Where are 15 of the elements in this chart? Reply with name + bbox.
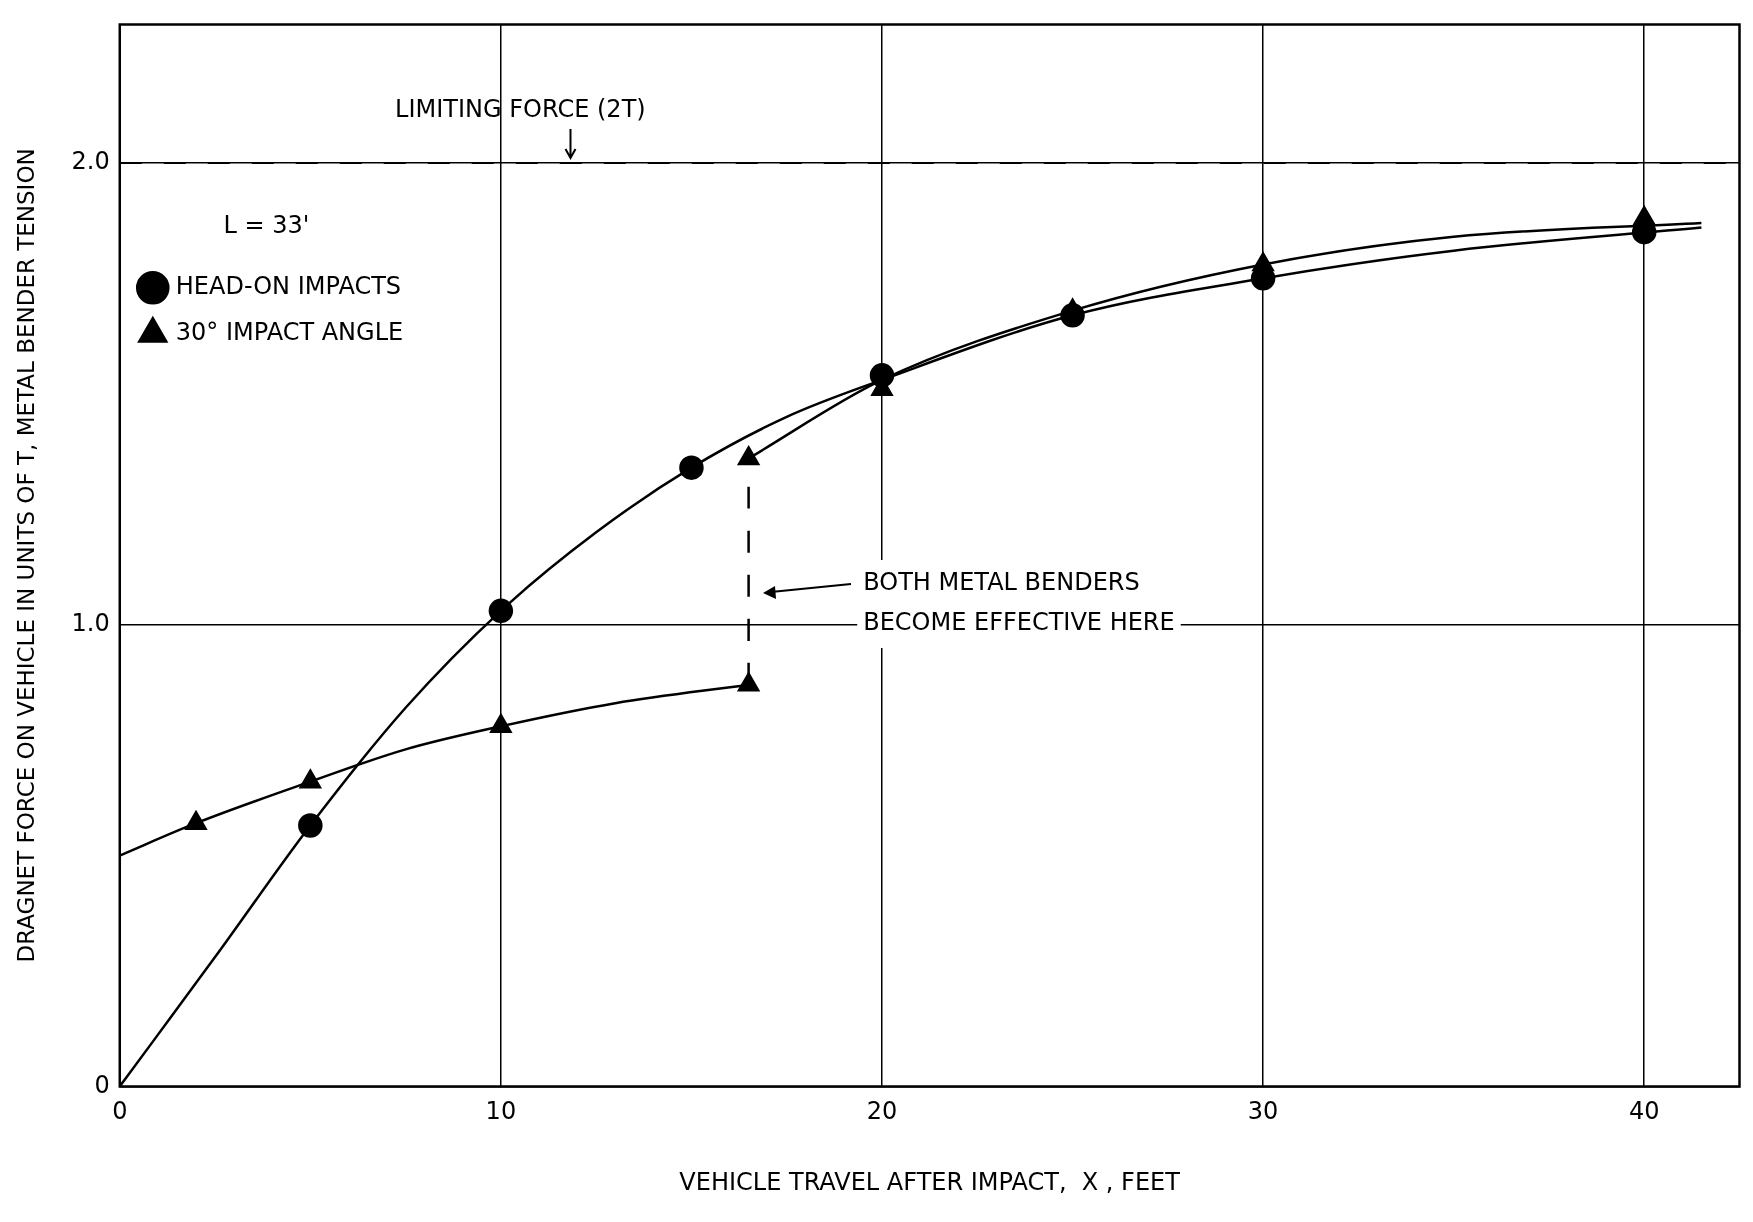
x-tick-label: 40	[1628, 1097, 1660, 1126]
y-tick-label: 1.0	[71, 608, 110, 637]
legend-title: L = 33'	[223, 211, 310, 240]
x-tick-label: 0	[112, 1097, 128, 1126]
x-tick-label: 30	[1247, 1097, 1279, 1126]
y-tick-label: 0	[94, 1070, 110, 1099]
x-axis-title: VEHICLE TRAVEL AFTER IMPACT, X , FEET	[679, 1167, 1181, 1196]
legend-label: HEAD-ON IMPACTS	[175, 272, 402, 301]
ref-line-label: LIMITING FORCE (2T)	[395, 95, 646, 124]
annotation: BOTH METAL BENDERS BECOME EFFECTIVE HERE	[863, 568, 1175, 637]
legend-label: 30° IMPACT ANGLE	[175, 318, 404, 347]
x-tick-label: 20	[866, 1097, 898, 1126]
y-axis-title: DRAGNET FORCE ON VEHICLE IN UNITS OF T, METAL BENDER TENSION	[12, 148, 39, 963]
y-tick-label: 2.0	[71, 147, 110, 176]
x-tick-label: 10	[485, 1097, 517, 1126]
